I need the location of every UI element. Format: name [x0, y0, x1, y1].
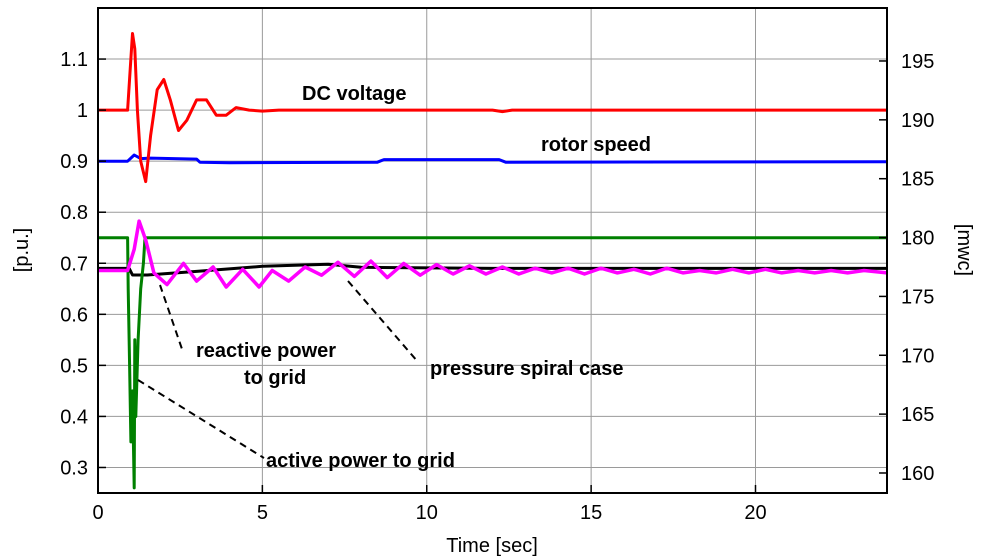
- y-tick-label-left: 1: [77, 100, 88, 122]
- y-tick-label-left: 0.9: [60, 151, 88, 173]
- leader-line-reactive-power: [159, 284, 184, 353]
- y-tick-label-right: 185: [901, 169, 934, 191]
- series-line-reactive-power: [98, 262, 887, 277]
- y-tick-label-right: 195: [901, 51, 934, 73]
- tick-labels: 0 5 10 15 20 0.3 0.4 0.5 0.6 0.7 0.8 0.9 1 1.1 160 165 1…: [60, 49, 934, 524]
- annotation-reactive-power-line: to grid: [244, 367, 306, 389]
- series-line-active-power: [98, 236, 887, 490]
- y-tick-label-left: 1.1: [60, 49, 88, 71]
- y-tick-label-left: 0.5: [60, 355, 88, 377]
- annotation-reactive-power-line: reactive power: [196, 340, 336, 362]
- annotation-dc-voltage: DC voltage: [302, 83, 406, 105]
- x-tick-label: 5: [257, 502, 268, 524]
- series-annotations: DC voltage rotor speed reactive power to gr…: [196, 83, 651, 472]
- annotation-active-power: active power to grid: [266, 450, 455, 472]
- y-tick-label-left: 0.7: [60, 253, 88, 275]
- y-tick-label-right: 160: [901, 463, 934, 485]
- series-lines: [98, 32, 888, 490]
- x-tick-label: 15: [580, 502, 602, 524]
- annotation-reactive-power: reactive power to grid: [196, 340, 336, 389]
- leader-line-pressure: [347, 280, 419, 363]
- plot-frame: [97, 7, 888, 494]
- y-tick-label-right: 180: [901, 228, 934, 250]
- y-tick-label-left: 0.4: [60, 406, 88, 428]
- series-line-rotor-speed: [98, 153, 888, 165]
- y-tick-label-right: 190: [901, 110, 934, 132]
- y-axis-label-left: [p.u.]: [11, 228, 33, 272]
- y-tick-label-left: 0.8: [60, 202, 88, 224]
- y-axis-label-right: [mwc]: [953, 224, 975, 276]
- leader-line-active-power: [137, 379, 265, 459]
- x-axis-label: Time [sec]: [446, 535, 538, 557]
- y-tick-label-right: 175: [901, 286, 934, 308]
- y-tick-label-right: 170: [901, 345, 934, 367]
- y-tick-label-left: 0.6: [60, 304, 88, 326]
- x-tick-label: 20: [744, 502, 766, 524]
- y-tick-label-left: 0.3: [60, 457, 88, 479]
- annotation-pressure: pressure spiral case: [430, 358, 623, 380]
- annotation-rotor-speed: rotor speed: [541, 134, 651, 156]
- x-tick-label: 0: [92, 502, 103, 524]
- y-tick-label-right: 165: [901, 404, 934, 426]
- series-line-pressure: [98, 219, 888, 289]
- x-tick-label: 10: [416, 502, 438, 524]
- grid: [98, 8, 887, 493]
- series-line-dc-voltage: [98, 32, 887, 184]
- annotation-leaders: [137, 280, 419, 459]
